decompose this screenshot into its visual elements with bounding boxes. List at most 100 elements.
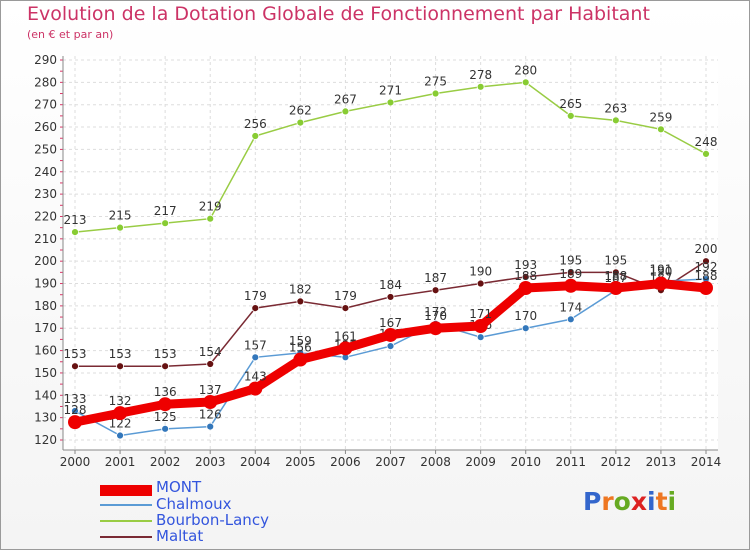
chart-title: Evolution de la Dotation Globale de Fonc… <box>27 3 650 25</box>
data-label-bourbon-lancy: 259 <box>649 110 672 124</box>
data-label-maltat: 200 <box>695 242 718 256</box>
data-label-mont: 136 <box>154 385 177 399</box>
legend-label-maltat: Maltat <box>156 527 204 545</box>
data-label-chalmoux: 192 <box>695 260 718 274</box>
data-point-mont <box>248 381 263 396</box>
data-point-chalmoux <box>251 353 260 362</box>
x-tick-label: 2011 <box>556 455 587 469</box>
y-tick-label: 170 <box>34 321 57 335</box>
logo-letter: i <box>667 487 677 516</box>
data-point-mont <box>653 276 668 291</box>
x-tick-label: 2007 <box>375 455 406 469</box>
data-label-bourbon-lancy: 267 <box>334 92 357 106</box>
data-point-bourbon-lancy <box>657 125 665 134</box>
data-point-maltat <box>161 362 170 371</box>
y-tick-label: 280 <box>34 75 57 89</box>
data-point-bourbon-lancy <box>431 89 440 98</box>
data-point-mont <box>338 341 353 356</box>
y-tick-label: 230 <box>34 187 57 201</box>
data-point-chalmoux <box>206 422 215 431</box>
data-point-chalmoux <box>386 342 395 351</box>
data-label-chalmoux: 125 <box>154 410 177 424</box>
data-label-bourbon-lancy: 213 <box>64 213 87 227</box>
data-point-bourbon-lancy <box>476 82 485 91</box>
data-point-mont <box>383 327 398 342</box>
logo-letter: P <box>583 487 602 516</box>
data-label-bourbon-lancy: 280 <box>514 63 537 77</box>
data-point-bourbon-lancy <box>251 132 260 140</box>
data-label-chalmoux: 126 <box>199 408 222 422</box>
logo-letter: i <box>647 487 656 516</box>
data-label-bourbon-lancy: 275 <box>424 75 447 89</box>
data-point-bourbon-lancy <box>341 107 350 116</box>
data-point-chalmoux <box>71 407 79 415</box>
data-label-mont: 128 <box>64 403 87 417</box>
y-tick-label: 220 <box>34 209 57 223</box>
data-label-maltat: 153 <box>154 347 177 361</box>
data-label-maltat: 193 <box>514 258 537 272</box>
data-label-chalmoux: 122 <box>109 417 132 431</box>
data-point-mont <box>518 281 533 295</box>
data-label-maltat: 184 <box>379 278 402 292</box>
data-point-bourbon-lancy <box>116 223 124 232</box>
data-point-maltat <box>296 297 305 306</box>
x-tick-label: 2008 <box>420 455 451 469</box>
data-label-bourbon-lancy: 263 <box>604 101 627 115</box>
data-point-maltat <box>521 272 530 281</box>
data-label-mont: 170 <box>424 309 447 323</box>
data-label-mont: 161 <box>334 329 357 343</box>
legend-label-bourbon-lancy: Bourbon-Lancy <box>156 511 269 529</box>
x-tick-label: 2010 <box>510 455 541 469</box>
y-tick-label: 160 <box>34 344 57 358</box>
data-label-chalmoux: 174 <box>559 300 582 314</box>
x-tick-label: 2006 <box>330 455 361 469</box>
data-label-bourbon-lancy: 248 <box>695 135 718 149</box>
y-tick-label: 270 <box>34 98 57 112</box>
data-point-maltat <box>116 362 124 371</box>
legend-label-mont: MONT <box>156 478 202 496</box>
y-tick-label: 250 <box>34 142 57 156</box>
data-point-chalmoux <box>521 324 530 333</box>
data-label-mont: 137 <box>199 383 222 397</box>
y-tick-label: 210 <box>34 232 57 246</box>
data-label-bourbon-lancy: 271 <box>379 83 402 97</box>
data-label-mont: 188 <box>695 269 718 283</box>
data-point-maltat <box>702 257 710 266</box>
data-label-maltat: 179 <box>334 289 357 303</box>
data-label-maltat: 195 <box>559 253 582 267</box>
data-label-chalmoux: 191 <box>649 262 672 276</box>
x-tick-label: 2013 <box>646 455 677 469</box>
data-label-bourbon-lancy: 262 <box>289 104 312 118</box>
data-point-maltat <box>611 268 620 277</box>
data-label-mont: 188 <box>514 269 537 283</box>
data-point-maltat <box>476 279 485 288</box>
data-label-mont: 132 <box>109 394 132 408</box>
data-point-mont <box>293 352 308 367</box>
data-label-bourbon-lancy: 219 <box>199 200 222 214</box>
x-tick-label: 2004 <box>240 455 271 469</box>
y-tick-label: 190 <box>34 277 57 291</box>
data-label-mont: 156 <box>289 341 312 355</box>
x-tick-label: 2003 <box>195 455 226 469</box>
data-label-mont: 167 <box>379 316 402 330</box>
data-point-chalmoux <box>566 315 575 324</box>
data-point-mont <box>563 278 578 293</box>
data-label-maltat: 187 <box>424 271 447 285</box>
data-label-bourbon-lancy: 215 <box>109 209 132 223</box>
data-point-bourbon-lancy <box>566 111 575 120</box>
data-label-mont: 188 <box>604 269 627 283</box>
logo-letter: t <box>655 487 668 516</box>
x-tick-label: 2001 <box>105 455 136 469</box>
data-point-chalmoux <box>476 333 485 342</box>
data-label-chalmoux: 159 <box>289 334 312 348</box>
proxiti-logo: Proxiti <box>583 487 676 516</box>
data-label-mont: 189 <box>559 267 582 281</box>
y-tick-label: 180 <box>34 299 57 313</box>
x-tick-label: 2000 <box>60 455 91 469</box>
data-label-maltat: 179 <box>244 289 267 303</box>
x-tick-label: 2014 <box>691 455 722 469</box>
y-tick-label: 120 <box>34 433 57 447</box>
logo-letter: r <box>601 487 614 516</box>
data-point-maltat <box>206 360 215 368</box>
data-label-bourbon-lancy: 278 <box>469 68 492 82</box>
